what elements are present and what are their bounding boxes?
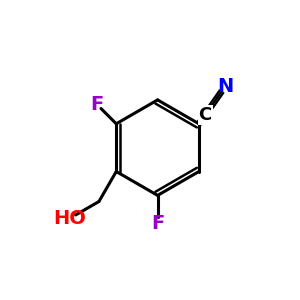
Text: N: N	[217, 77, 233, 96]
Text: F: F	[90, 95, 103, 114]
Text: HO: HO	[53, 208, 86, 228]
Text: C: C	[199, 106, 212, 124]
Text: F: F	[151, 214, 164, 233]
